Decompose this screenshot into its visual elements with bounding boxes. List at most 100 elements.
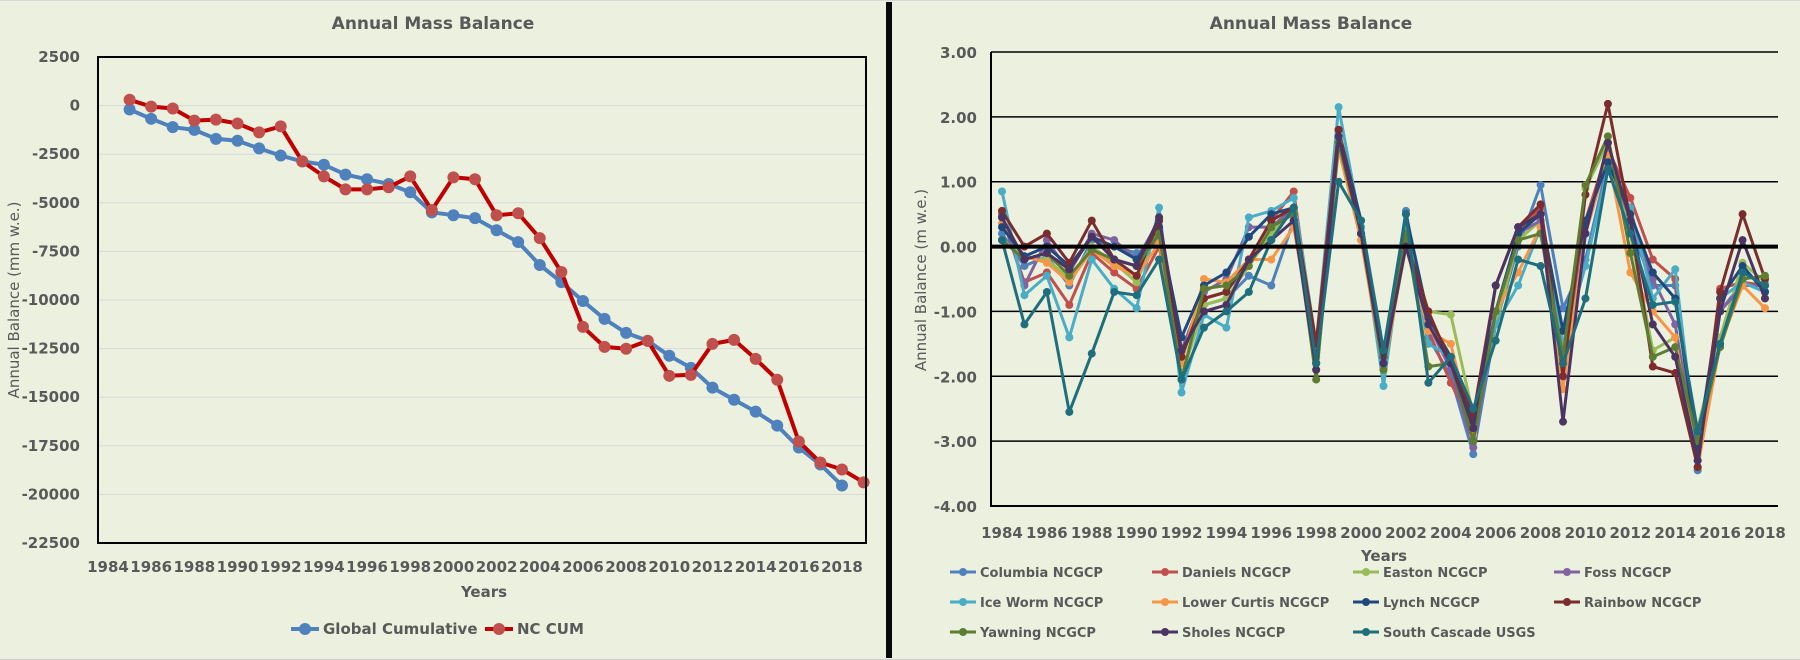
left-y-tick-label: -17500 [22, 437, 80, 455]
data-point [1536, 210, 1545, 219]
data-point [339, 168, 352, 181]
data-point [1469, 404, 1478, 413]
legend-swatch-marker [493, 623, 505, 635]
data-point [209, 132, 222, 145]
data-point [836, 479, 848, 492]
data-point [728, 393, 741, 406]
data-point [1536, 180, 1545, 189]
series-line [1000, 105, 1766, 463]
data-point [1222, 287, 1231, 296]
data-point [188, 123, 201, 136]
data-point [576, 294, 589, 307]
data-point [166, 121, 179, 134]
left-x-tick-label: 2014 [735, 558, 777, 576]
left-x-axis-title: Years [460, 583, 507, 601]
data-point [1559, 417, 1568, 426]
data-point [1222, 281, 1231, 290]
left-y-tick-label: -12500 [22, 340, 80, 358]
data-point [1222, 307, 1231, 316]
data-point [1334, 132, 1343, 141]
data-point [1267, 216, 1276, 225]
legend-label: Lower Curtis NCGCP [1182, 596, 1329, 611]
data-point [598, 340, 611, 353]
left-x-tick-label: 2008 [605, 558, 647, 576]
left-x-tick-label: 1992 [260, 558, 302, 576]
data-point [490, 224, 503, 237]
data-point [425, 204, 438, 217]
data-point [145, 100, 158, 113]
data-point [1042, 258, 1051, 267]
data-point [1648, 320, 1657, 329]
data-point [1357, 216, 1366, 225]
left-x-tick-label: 2004 [519, 558, 561, 576]
data-point [1065, 278, 1074, 287]
data-point [1020, 255, 1029, 264]
data-point [1334, 177, 1343, 186]
data-point [1469, 437, 1478, 446]
data-point [998, 223, 1006, 232]
data-point [166, 102, 179, 115]
legend-label: Daniels NCGCP [1182, 566, 1291, 581]
data-point [1491, 307, 1500, 316]
legend-swatch-marker [959, 568, 967, 576]
data-point [1132, 278, 1141, 287]
data-point [641, 334, 654, 347]
data-point [1738, 210, 1747, 219]
data-point [231, 134, 244, 147]
right-x-tick-label: 1988 [1071, 524, 1113, 542]
left-y-tick-label: 2500 [38, 48, 80, 66]
data-point [1222, 268, 1231, 277]
left-x-tick-label: 2002 [476, 558, 518, 576]
data-point [1603, 99, 1612, 108]
data-point [1020, 262, 1029, 271]
data-point [533, 232, 546, 245]
data-point [998, 187, 1006, 196]
data-point [361, 173, 374, 186]
data-point [1603, 132, 1612, 141]
data-point [1581, 294, 1590, 303]
data-point [1648, 300, 1657, 309]
data-point [1199, 323, 1208, 332]
data-point [317, 170, 330, 183]
data-point [1671, 265, 1680, 274]
data-point [1603, 158, 1612, 167]
data-point [209, 113, 222, 126]
left-y-tick-label: -5000 [32, 194, 80, 212]
data-point [274, 120, 287, 133]
left-x-tick-label: 2006 [562, 558, 604, 576]
right-x-tick-label: 2008 [1520, 524, 1562, 542]
data-point [1603, 164, 1612, 173]
data-point [663, 369, 676, 382]
right-x-tick-label: 2000 [1340, 524, 1382, 542]
data-point [1087, 232, 1096, 241]
left-x-tick-label: 1984 [87, 558, 129, 576]
right-y-tick-label: -4.00 [934, 498, 977, 516]
data-point [1065, 407, 1074, 416]
left-x-tick-label: 1994 [303, 558, 345, 576]
data-point [598, 312, 611, 325]
data-point [1424, 378, 1433, 387]
data-point [998, 236, 1006, 245]
data-point [1469, 424, 1478, 433]
data-point [1738, 262, 1747, 271]
data-point [749, 405, 762, 418]
data-point [1334, 125, 1343, 134]
data-point [317, 158, 330, 171]
data-point [188, 114, 201, 127]
right-y-tick-label: -2.00 [934, 368, 977, 386]
right-x-tick-label: 2010 [1565, 524, 1607, 542]
data-point [1155, 213, 1164, 222]
right-y-tick-label: 0.00 [940, 239, 977, 257]
left-y-axis-title: Annual Balance (mm w.e.) [5, 202, 23, 399]
right-y-tick-label: -3.00 [934, 433, 977, 451]
legend-label: Columbia NCGCP [980, 566, 1103, 581]
data-point [512, 236, 525, 249]
legend-label: Yawning NCGCP [979, 626, 1096, 641]
data-point [296, 155, 309, 168]
data-point [1087, 255, 1096, 264]
data-point [1648, 362, 1657, 371]
right-x-tick-label: 1998 [1295, 524, 1337, 542]
right-plot-frame [990, 52, 1778, 507]
data-point [1177, 388, 1186, 397]
data-point [361, 183, 374, 196]
